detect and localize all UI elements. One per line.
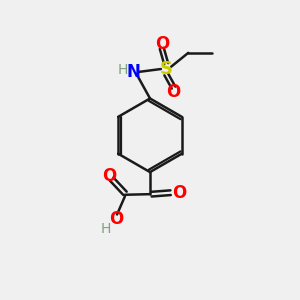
Text: O: O bbox=[109, 210, 123, 228]
Text: O: O bbox=[102, 167, 116, 184]
Text: S: S bbox=[160, 60, 173, 78]
Text: N: N bbox=[127, 63, 141, 81]
Text: O: O bbox=[167, 83, 181, 101]
Text: O: O bbox=[155, 35, 169, 53]
Text: O: O bbox=[172, 184, 187, 202]
Text: H: H bbox=[100, 222, 111, 236]
Text: H: H bbox=[117, 64, 128, 77]
